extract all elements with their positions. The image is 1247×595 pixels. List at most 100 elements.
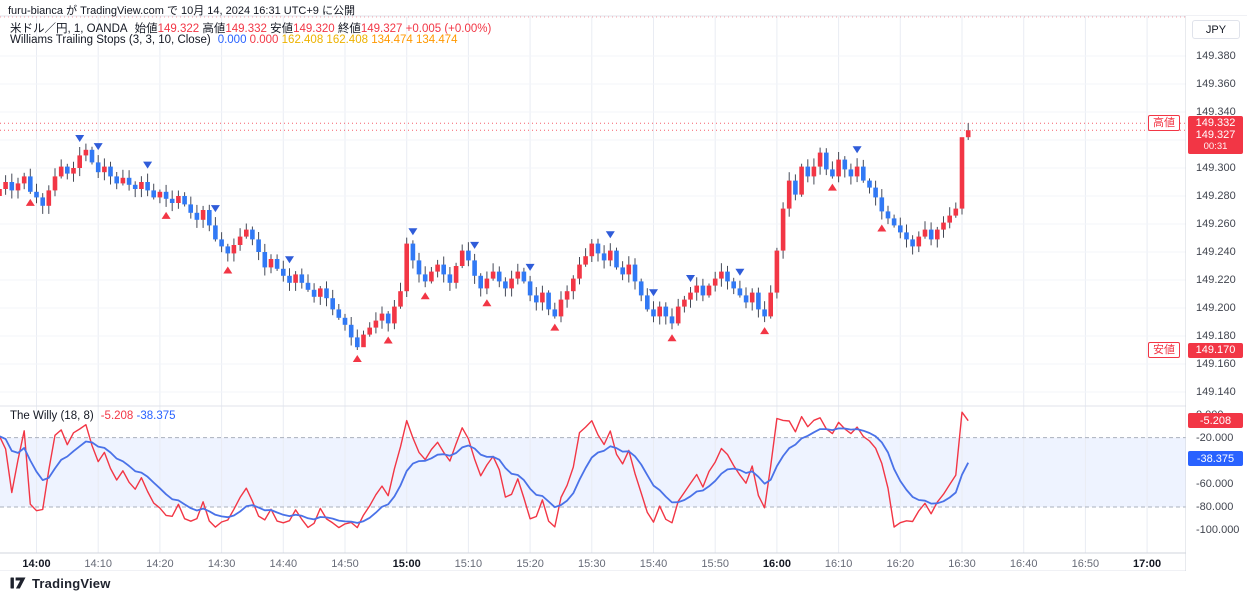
buy-marker-icon xyxy=(223,266,233,274)
ohlc-value: 149.327 xyxy=(360,23,406,35)
session-high-label: 高値 xyxy=(1148,115,1180,132)
candle xyxy=(552,309,558,317)
candle xyxy=(373,320,379,328)
candle xyxy=(503,281,508,289)
price-axis[interactable] xyxy=(1186,16,1247,571)
symbol-legend[interactable]: 米ドル／円, 1, OANDA 始値149.322 高値149.332 安値149… xyxy=(10,20,491,36)
tradingview-wordmark: TradingView xyxy=(32,575,111,591)
willy-title[interactable]: The Willy (18, 8) xyxy=(10,410,94,422)
candle xyxy=(237,236,243,245)
candle xyxy=(811,166,817,177)
candle xyxy=(361,334,366,348)
candle xyxy=(244,229,249,237)
candle xyxy=(379,313,385,321)
willy-tick-label: -20.000 xyxy=(1196,431,1234,444)
candle xyxy=(268,259,274,268)
time-tick-label: 14:30 xyxy=(207,558,236,570)
candle xyxy=(589,243,595,257)
time-tick-label: 16:30 xyxy=(948,558,976,570)
candle xyxy=(46,190,52,206)
change-value: +0.005 (+0.00%) xyxy=(405,23,492,35)
horizontal-gridlines xyxy=(0,55,1186,393)
indicator-value: 0.000 xyxy=(217,34,250,46)
candle xyxy=(842,159,848,170)
price-tick-label: 149.280 xyxy=(1196,190,1236,202)
candle xyxy=(466,250,471,261)
bar-countdown: 00:31 xyxy=(1203,141,1228,153)
indicator-title[interactable]: Williams Trailing Stops (3, 3, 10, Close… xyxy=(10,34,211,46)
candle xyxy=(404,243,409,292)
candle xyxy=(935,229,940,240)
price-tick-label: 149.240 xyxy=(1196,246,1236,258)
sell-marker-icon xyxy=(408,228,418,236)
candle xyxy=(941,222,946,230)
time-tick-label: 16:40 xyxy=(1009,558,1038,570)
candle xyxy=(725,271,730,282)
candle xyxy=(916,236,922,247)
candle xyxy=(441,264,446,275)
candle xyxy=(595,243,601,254)
candle xyxy=(305,282,311,290)
price-tick-label: 149.180 xyxy=(1196,330,1236,342)
ohlc-value: 149.332 xyxy=(225,23,271,35)
willy-value: -38.375 xyxy=(136,410,176,422)
candle xyxy=(324,288,329,299)
indicator-value: 0.000 xyxy=(249,34,282,46)
willy-fast-badge: -5.208 xyxy=(1188,413,1243,428)
candle xyxy=(398,291,403,307)
candle xyxy=(540,292,545,303)
candle xyxy=(472,260,477,276)
tradingview-logo[interactable]: TradingView xyxy=(10,576,111,591)
candle xyxy=(65,166,70,174)
ohlc-label: 終値 xyxy=(337,23,361,35)
candle xyxy=(132,184,138,189)
candle xyxy=(583,256,588,265)
candle xyxy=(15,183,21,191)
candle xyxy=(515,271,521,279)
candle xyxy=(231,245,237,254)
candle xyxy=(318,288,323,297)
price-tick-label: 149.160 xyxy=(1196,358,1236,370)
price-tick-label: 149.380 xyxy=(1196,50,1236,62)
candle xyxy=(626,264,632,275)
candle xyxy=(873,187,878,198)
price-tick-label: 149.300 xyxy=(1196,162,1236,174)
candle xyxy=(620,267,625,275)
candle xyxy=(219,239,224,247)
candle xyxy=(355,337,360,348)
candle xyxy=(342,317,348,325)
indicator-value: 134.474 xyxy=(371,34,416,46)
candle xyxy=(490,271,496,279)
time-tick-label: 16:20 xyxy=(886,558,915,570)
candle xyxy=(299,274,305,283)
candle xyxy=(40,197,45,206)
time-tick-label: 14:50 xyxy=(331,558,359,570)
indicator-values: 0.000 0.000 162.408 162.408 134.474 134.… xyxy=(218,34,458,46)
sell-marker-icon xyxy=(285,256,294,264)
publish-info: furu-bianca が TradingView.com で 10月 14, … xyxy=(8,5,355,17)
currency-label[interactable]: JPY xyxy=(1192,20,1240,39)
candle xyxy=(77,155,82,168)
candle xyxy=(534,295,539,303)
willy-band xyxy=(0,437,1186,508)
candle xyxy=(731,281,736,289)
sell-marker-icon xyxy=(143,161,153,169)
candle xyxy=(848,169,854,177)
candle xyxy=(459,250,465,266)
candle xyxy=(0,189,2,196)
tradingview-mark-icon xyxy=(10,577,26,589)
candle xyxy=(416,260,422,275)
sell-marker-icon xyxy=(852,146,862,154)
sell-marker-icon xyxy=(525,263,535,271)
symbol-title[interactable]: 米ドル／円, 1, OANDA xyxy=(10,23,128,35)
candle xyxy=(669,316,675,324)
candle xyxy=(330,298,335,310)
buy-marker-icon xyxy=(877,224,887,232)
willy-legend[interactable]: The Willy (18, 8) -5.208 -38.375 xyxy=(10,410,176,422)
candle xyxy=(774,250,780,293)
candle xyxy=(836,159,841,177)
candle xyxy=(712,278,718,286)
indicator-value: 162.408 xyxy=(281,34,327,46)
indicator-legend[interactable]: Williams Trailing Stops (3, 3, 10, Close… xyxy=(10,34,458,46)
